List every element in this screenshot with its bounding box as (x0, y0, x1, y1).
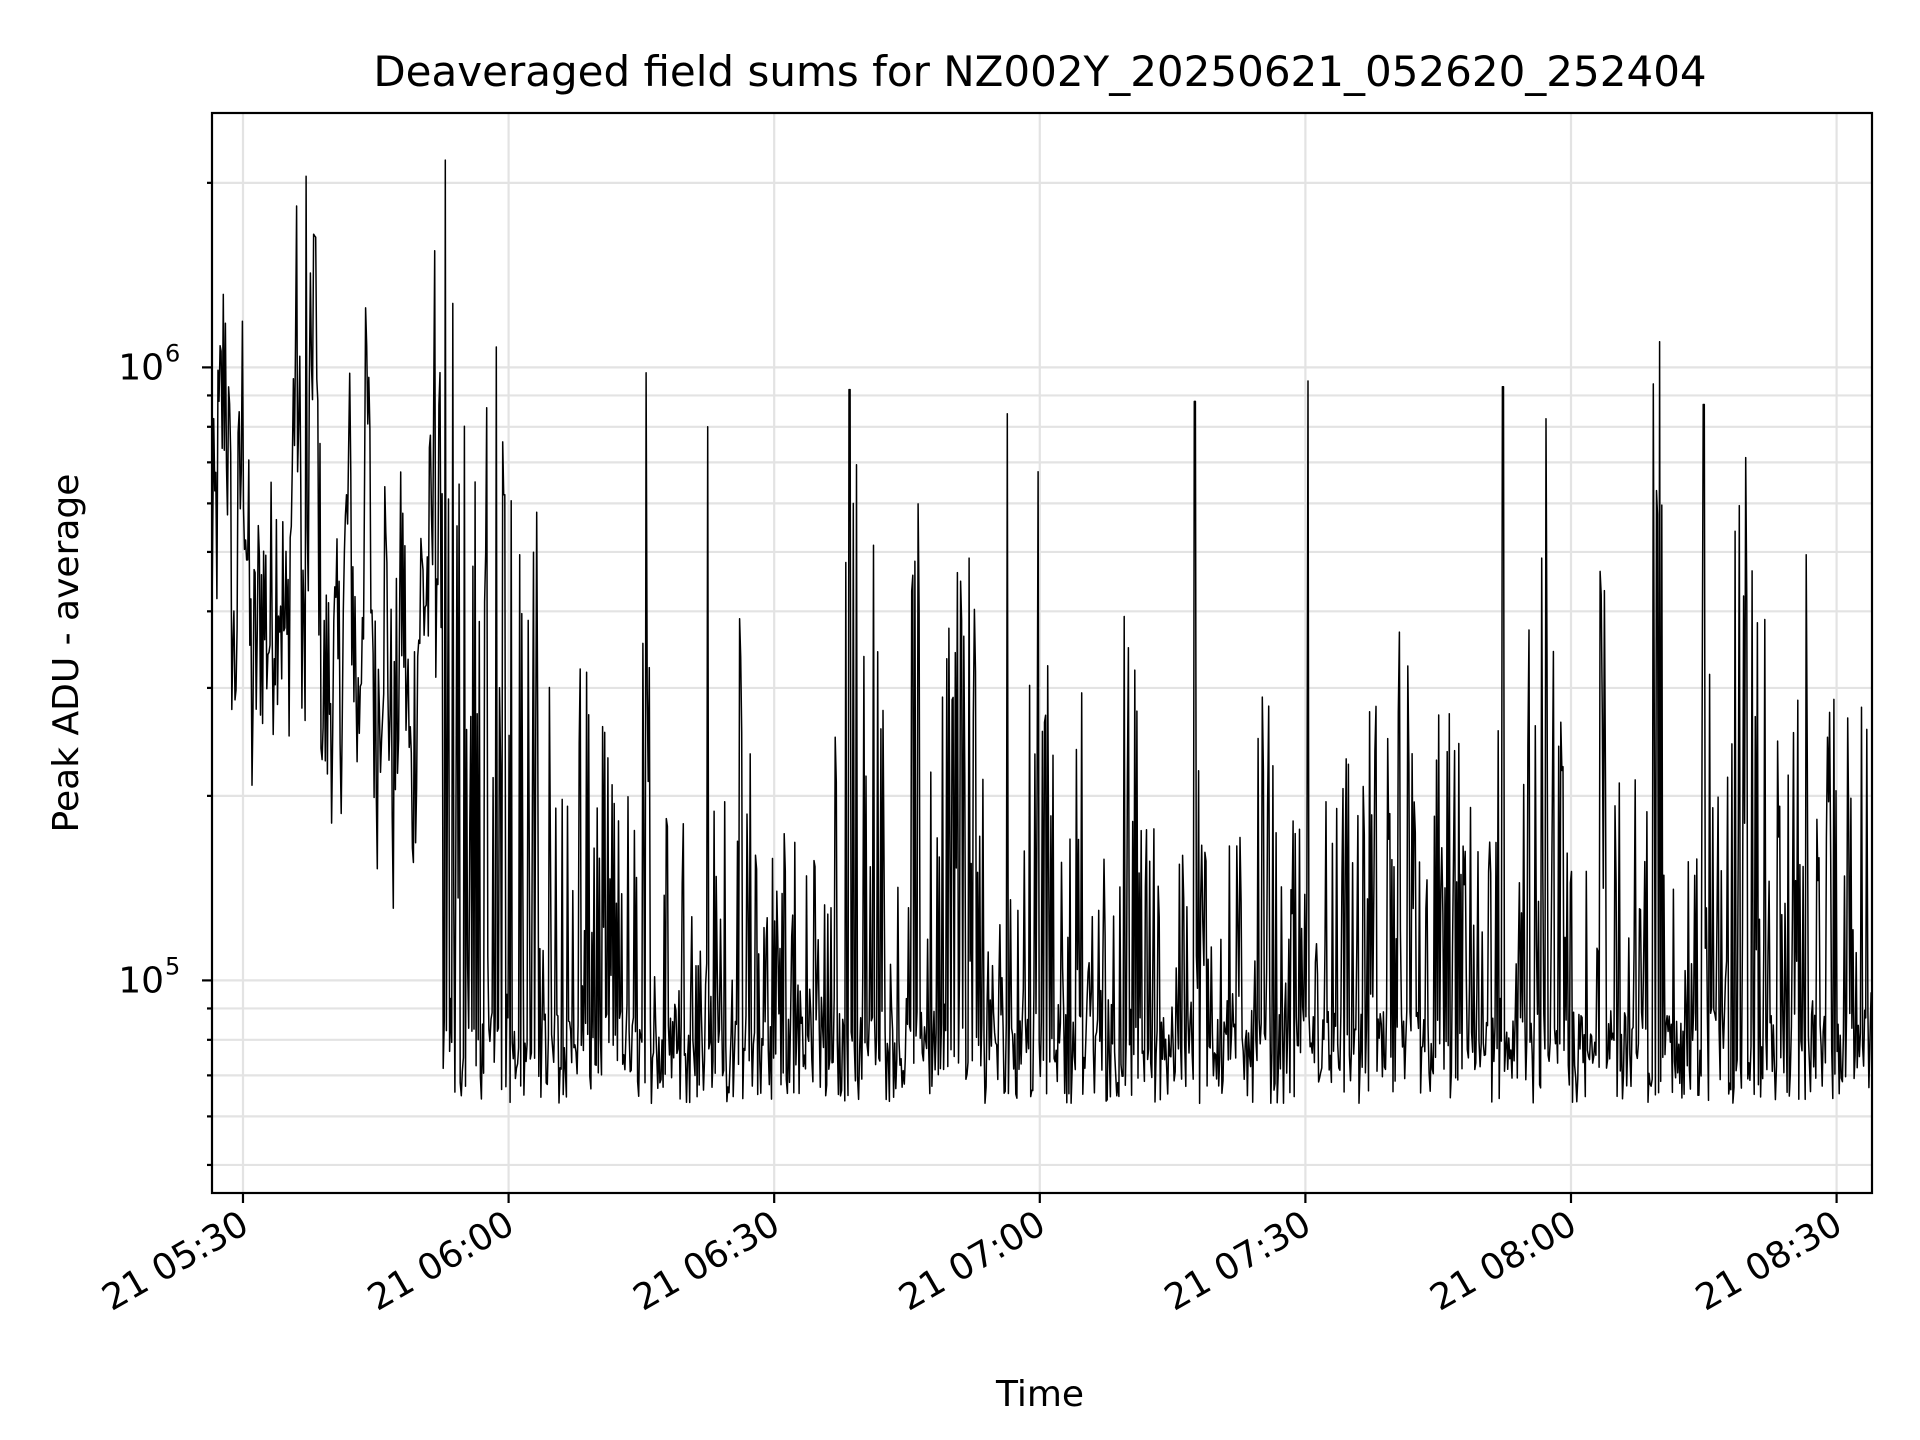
grid (212, 113, 1872, 1193)
y-tick-label: 10 (118, 347, 164, 388)
x-tick-label: 21 08:30 (1689, 1203, 1849, 1319)
x-axis-label: Time (995, 1374, 1084, 1415)
y-tick-label: 10 (118, 960, 164, 1001)
series-layer (212, 159, 1872, 1105)
chart-title: Deaveraged field sums for NZ002Y_2025062… (373, 47, 1706, 96)
x-tick-label: 21 06:30 (627, 1203, 787, 1319)
series-line (212, 159, 1872, 1105)
y-tick-exponent: 6 (165, 339, 180, 367)
x-tick-label: 21 05:30 (96, 1203, 256, 1319)
x-tick-label: 21 07:30 (1158, 1203, 1318, 1319)
x-tick-label: 21 08:00 (1424, 1203, 1584, 1319)
y-tick-exponent: 5 (165, 952, 180, 980)
x-tick-label: 21 06:00 (361, 1203, 521, 1319)
x-axis: 21 05:30 21 06:00 21 06:30 21 07:00 21 07:30… (96, 1193, 1849, 1319)
y-axis-label: Peak ADU - average (46, 474, 87, 833)
plot-frame (210, 111, 1874, 1195)
x-tick-label: 21 07:00 (892, 1203, 1052, 1319)
